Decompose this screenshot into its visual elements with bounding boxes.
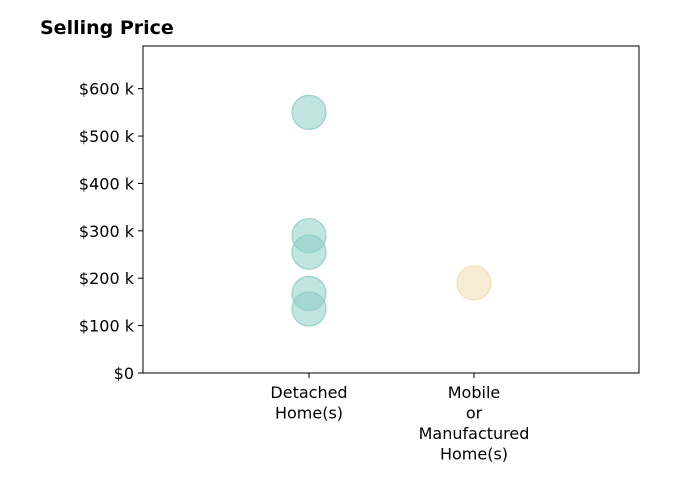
x-tick-label-line: Manufactured bbox=[419, 424, 530, 443]
y-tick-label: $600 k bbox=[79, 80, 135, 99]
x-tick-label-line: Detached bbox=[270, 383, 347, 402]
x-tick-label: Mobile or Manufactured Home(s) bbox=[419, 383, 530, 464]
x-tick-label-line: Home(s) bbox=[275, 404, 343, 423]
y-axis: $0 $100 k $200 k $300 k $400 k $500 k $600 k bbox=[79, 80, 143, 383]
data-point bbox=[291, 291, 327, 327]
y-tick-label: $400 k bbox=[79, 174, 135, 193]
y-tick-label: $300 k bbox=[79, 222, 135, 241]
x-tick-label-line: Mobile bbox=[448, 383, 500, 402]
x-tick-label-line: or bbox=[466, 404, 483, 423]
x-tick-label: Detached Home(s) bbox=[270, 383, 347, 423]
data-point bbox=[291, 94, 327, 130]
y-tick-label: $200 k bbox=[79, 269, 135, 288]
y-tick-label: $0 bbox=[114, 364, 134, 383]
x-axis: Detached Home(s) Mobile or Manufactured Home(… bbox=[270, 373, 529, 464]
chart-title: Selling Price bbox=[40, 17, 174, 39]
data-point bbox=[291, 234, 327, 270]
plot-frame bbox=[142, 45, 640, 374]
y-tick-label: $500 k bbox=[79, 127, 135, 146]
x-tick-label-line: Home(s) bbox=[440, 445, 508, 464]
y-tick-label: $100 k bbox=[79, 317, 135, 336]
data-points bbox=[291, 94, 492, 327]
data-point bbox=[456, 265, 492, 301]
